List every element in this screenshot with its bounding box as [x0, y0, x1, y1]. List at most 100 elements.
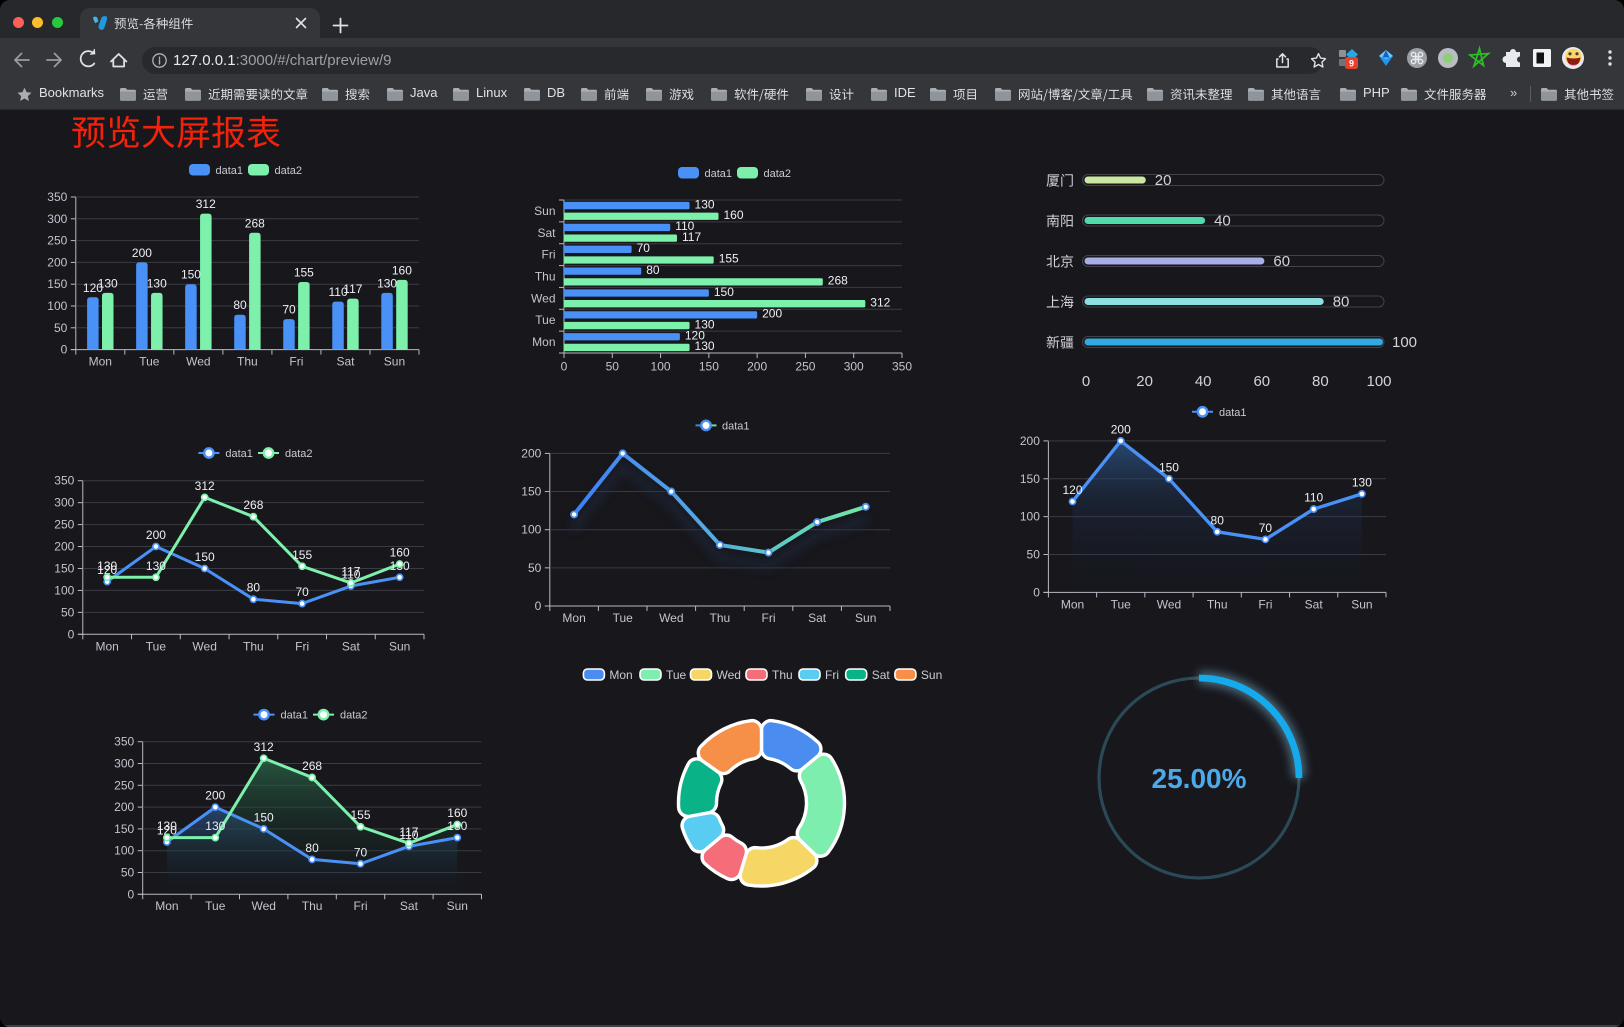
svg-text:250: 250	[47, 234, 67, 248]
svg-text:200: 200	[1111, 422, 1131, 436]
svg-text:50: 50	[1027, 548, 1041, 562]
svg-text:117: 117	[682, 230, 701, 244]
svg-text:50: 50	[54, 321, 68, 335]
svg-text:130: 130	[98, 276, 118, 290]
svg-text:50: 50	[606, 360, 620, 374]
svg-text:130: 130	[695, 339, 715, 353]
svg-text:155: 155	[350, 808, 370, 822]
svg-text:data1: data1	[1219, 407, 1247, 419]
svg-text:data2: data2	[285, 448, 313, 460]
svg-text:Sun: Sun	[384, 355, 405, 369]
svg-text:130: 130	[146, 559, 166, 573]
svg-text:Thu: Thu	[772, 668, 793, 682]
svg-text:200: 200	[1020, 434, 1040, 448]
svg-text:Fri: Fri	[289, 355, 303, 369]
svg-text:200: 200	[132, 246, 152, 260]
svg-text:Sat: Sat	[342, 639, 361, 653]
svg-text:250: 250	[54, 518, 74, 532]
svg-text:60: 60	[1253, 373, 1270, 390]
svg-text:155: 155	[294, 266, 314, 280]
svg-text:312: 312	[254, 740, 274, 754]
svg-text:Sun: Sun	[389, 639, 410, 653]
svg-text:0: 0	[68, 627, 75, 641]
svg-text:Sun: Sun	[921, 668, 942, 682]
svg-text:160: 160	[447, 806, 467, 820]
svg-text:130: 130	[205, 819, 225, 833]
svg-text:Wed: Wed	[1157, 597, 1181, 611]
svg-text:70: 70	[282, 303, 296, 317]
svg-text:Thu: Thu	[535, 270, 556, 284]
svg-text:Tue: Tue	[613, 611, 634, 625]
svg-text:130: 130	[147, 276, 167, 290]
svg-text:300: 300	[114, 757, 134, 771]
svg-text:130: 130	[157, 819, 177, 833]
svg-text:200: 200	[521, 446, 541, 460]
svg-text:data1: data1	[225, 448, 253, 460]
svg-text:80: 80	[1211, 513, 1225, 527]
svg-text:312: 312	[195, 479, 215, 493]
svg-text:Thu: Thu	[302, 899, 323, 913]
svg-text:350: 350	[47, 190, 67, 204]
svg-text:50: 50	[61, 605, 75, 619]
svg-text:300: 300	[54, 496, 74, 510]
svg-text:120: 120	[97, 563, 117, 577]
svg-text:Tue: Tue	[205, 899, 226, 913]
svg-text:Thu: Thu	[243, 639, 264, 653]
svg-text:Mon: Mon	[89, 355, 112, 369]
svg-text:150: 150	[114, 822, 134, 836]
svg-text:Tue: Tue	[146, 639, 167, 653]
svg-text:Thu: Thu	[710, 611, 731, 625]
svg-text:300: 300	[844, 360, 864, 374]
svg-text:130: 130	[97, 559, 117, 573]
svg-text:9: 9	[1349, 59, 1354, 69]
svg-text:160: 160	[724, 208, 744, 222]
svg-text:0: 0	[1082, 373, 1090, 390]
svg-text:0: 0	[561, 360, 568, 374]
svg-text:110: 110	[399, 828, 418, 842]
svg-text:100: 100	[54, 583, 74, 597]
svg-text:Fri: Fri	[354, 899, 368, 913]
svg-text:110: 110	[1304, 491, 1323, 505]
svg-text:150: 150	[1020, 472, 1040, 486]
svg-text:Mon: Mon	[609, 668, 632, 682]
svg-text:0: 0	[1033, 585, 1040, 599]
svg-text:250: 250	[114, 778, 134, 792]
svg-text:20: 20	[1155, 172, 1172, 189]
svg-text:70: 70	[354, 845, 368, 859]
svg-text:130: 130	[695, 197, 715, 211]
svg-text:80: 80	[305, 841, 319, 855]
svg-text:80: 80	[233, 298, 247, 312]
svg-text:data2: data2	[764, 168, 792, 180]
svg-text:Mon: Mon	[155, 899, 178, 913]
svg-text:Thu: Thu	[237, 355, 258, 369]
svg-text:80: 80	[646, 263, 660, 277]
svg-text:Mon: Mon	[532, 335, 555, 349]
svg-text:100: 100	[114, 844, 134, 858]
svg-text:120: 120	[83, 281, 103, 295]
svg-text:160: 160	[390, 546, 410, 560]
svg-text:Sun: Sun	[534, 204, 555, 218]
svg-text:20: 20	[1136, 373, 1153, 390]
svg-text:100: 100	[521, 523, 541, 537]
svg-text:0: 0	[128, 887, 135, 901]
svg-text:Tue: Tue	[535, 313, 556, 327]
svg-text:150: 150	[47, 277, 67, 291]
svg-text:117: 117	[341, 564, 360, 578]
svg-text:110: 110	[341, 568, 360, 582]
svg-text:Wed: Wed	[717, 668, 741, 682]
svg-text:268: 268	[828, 274, 848, 288]
svg-text:200: 200	[114, 800, 134, 814]
svg-text:50: 50	[121, 866, 135, 880]
svg-text:Wed: Wed	[192, 639, 216, 653]
svg-text:268: 268	[243, 498, 263, 512]
svg-text:150: 150	[699, 360, 719, 374]
svg-text:268: 268	[302, 759, 322, 773]
svg-text:Fri: Fri	[762, 611, 776, 625]
svg-text:Tue: Tue	[139, 355, 160, 369]
svg-text:160: 160	[392, 263, 412, 277]
svg-text:40: 40	[1214, 213, 1231, 230]
svg-text:0: 0	[61, 343, 68, 357]
svg-text:Mon: Mon	[95, 639, 118, 653]
svg-text:50: 50	[528, 561, 542, 575]
svg-text:80: 80	[1333, 294, 1350, 311]
